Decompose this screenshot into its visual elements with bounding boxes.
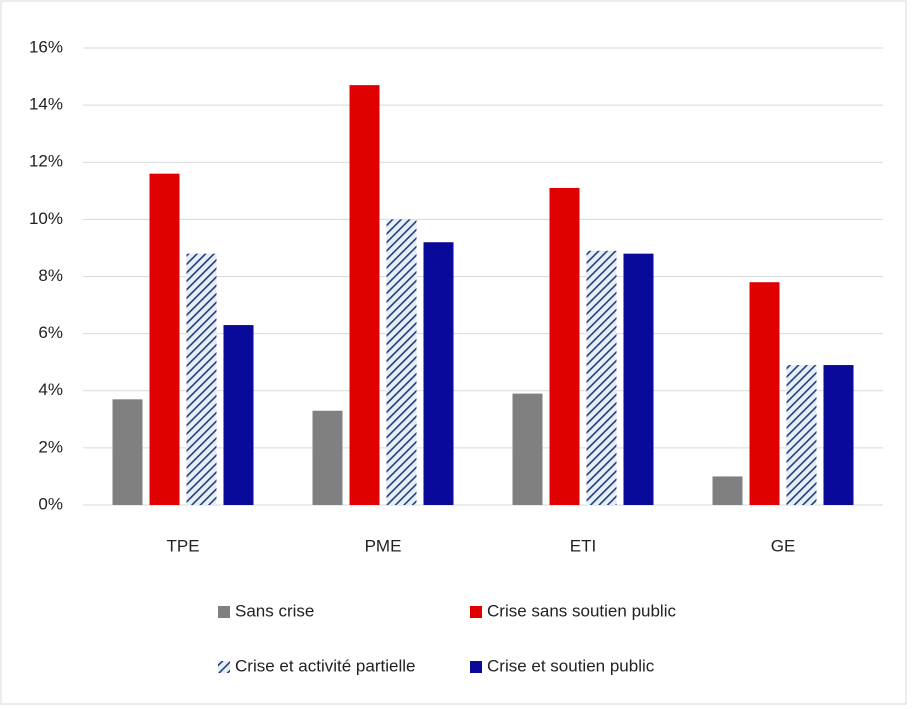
bar xyxy=(823,365,854,505)
bar xyxy=(512,393,543,505)
x-tick-label: TPE xyxy=(166,536,199,555)
bar xyxy=(423,242,454,505)
bar xyxy=(186,253,217,505)
y-tick-label: 0% xyxy=(38,494,63,513)
bar xyxy=(349,85,380,505)
bar xyxy=(312,410,343,505)
legend-label: Crise et activité partielle xyxy=(235,656,415,675)
legend-label: Sans crise xyxy=(235,601,314,620)
legend-label: Crise et soutien public xyxy=(487,656,655,675)
bar xyxy=(712,476,743,505)
bar xyxy=(623,253,654,505)
y-tick-label: 12% xyxy=(29,152,63,171)
y-tick-label: 6% xyxy=(38,323,63,342)
legend-swatch xyxy=(470,661,482,673)
y-tick-label: 8% xyxy=(38,266,63,285)
bar xyxy=(149,173,180,506)
x-tick-label: ETI xyxy=(570,536,596,555)
bar xyxy=(386,219,417,505)
x-tick-label: PME xyxy=(365,536,402,555)
bar xyxy=(112,399,143,505)
legend-swatch xyxy=(470,606,482,618)
legend-swatch xyxy=(218,606,230,618)
bar xyxy=(586,250,617,505)
bar xyxy=(549,187,580,506)
bar xyxy=(786,365,817,505)
x-tick-label: GE xyxy=(771,536,796,555)
legend-swatch xyxy=(218,661,230,673)
y-tick-label: 4% xyxy=(38,380,63,399)
bar xyxy=(223,325,254,505)
legend-label: Crise sans soutien public xyxy=(487,601,676,620)
y-tick-label: 16% xyxy=(29,37,63,56)
bar xyxy=(749,282,780,505)
y-tick-label: 14% xyxy=(29,95,63,114)
y-tick-label: 2% xyxy=(38,437,63,456)
y-tick-label: 10% xyxy=(29,209,63,228)
